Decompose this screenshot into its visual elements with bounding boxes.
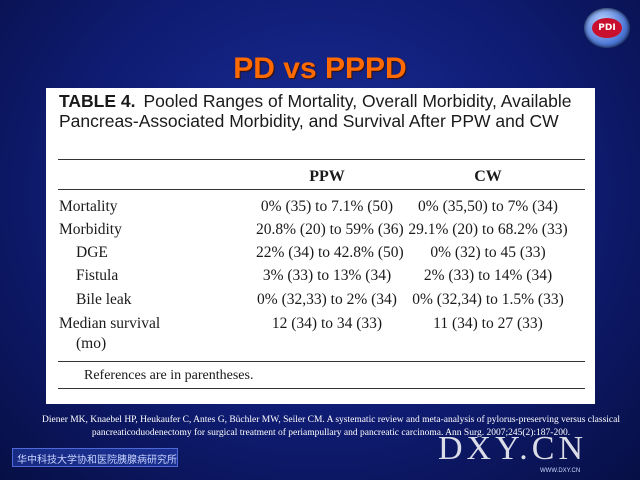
header-rule: [58, 189, 585, 190]
table-label: TABLE 4.: [59, 91, 136, 111]
top-rule: [58, 159, 585, 160]
row-label-mortality: Mortality: [59, 198, 118, 215]
cell-fistula-cw: 2% (33) to 14% (34): [423, 267, 553, 284]
cell-bile-leak-cw: 0% (32,34) to 1.5% (33): [412, 291, 564, 308]
cell-median-survival-ppw: 12 (34) to 34 (33): [271, 315, 383, 332]
footnote-rule: [58, 388, 585, 389]
cell-mortality-cw: 0% (35,50) to 7% (34): [418, 198, 558, 215]
cell-mortality-ppw: 0% (35) to 7.1% (50): [260, 198, 394, 215]
cell-dge-cw: 0% (32) to 45 (33): [430, 244, 546, 261]
row-label-bile-leak: Bile leak: [76, 291, 132, 308]
row-label-morbidity: Morbidity: [59, 221, 122, 238]
logo-text: PDI: [592, 18, 622, 38]
cell-median-survival-cw: 11 (34) to 27 (33): [433, 315, 543, 332]
footer-bar: 华中科技大学协和医院胰腺病研究所: [12, 448, 178, 467]
footer-label: 华中科技大学协和医院胰腺病研究所: [17, 455, 177, 466]
cell-bile-leak-ppw: 0% (32,33) to 2% (34): [257, 291, 397, 308]
watermark-url: WWW.DXY.CN: [540, 468, 581, 474]
column-header-ppw: PPW: [309, 168, 345, 185]
bottom-rule: [58, 361, 585, 362]
row-label-median-survival-unit: (mo): [76, 335, 107, 352]
row-label-median-survival: Median survival: [59, 315, 161, 332]
watermark: DXY.CN: [438, 430, 588, 467]
table-footnote: References are in parentheses.: [84, 368, 254, 383]
table-caption-text: Pooled Ranges of Mortality, Overall Morb…: [59, 91, 572, 131]
row-label-fistula: Fistula: [76, 267, 119, 284]
table-figure: TABLE 4. Pooled Ranges of Mortality, Over…: [46, 88, 595, 404]
cell-morbidity-ppw: 20.8% (20) to 59% (36): [256, 221, 404, 238]
institute-logo: PDI: [584, 8, 630, 48]
reference-citation: Diener MK, Knaebel HP, Heukaufer C, Ante…: [42, 415, 620, 438]
cell-morbidity-cw: 29.1% (20) to 68.2% (33): [408, 221, 568, 238]
slide-title: PD vs PPPD: [233, 52, 407, 85]
row-label-dge: DGE: [76, 244, 108, 261]
cell-fistula-ppw: 3% (33) to 13% (34): [262, 267, 392, 284]
table-caption: TABLE 4. Pooled Ranges of Mortality, Over…: [59, 91, 584, 131]
cell-dge-ppw: 22% (34) to 42.8% (50): [256, 244, 404, 261]
column-header-cw: CW: [474, 168, 502, 185]
